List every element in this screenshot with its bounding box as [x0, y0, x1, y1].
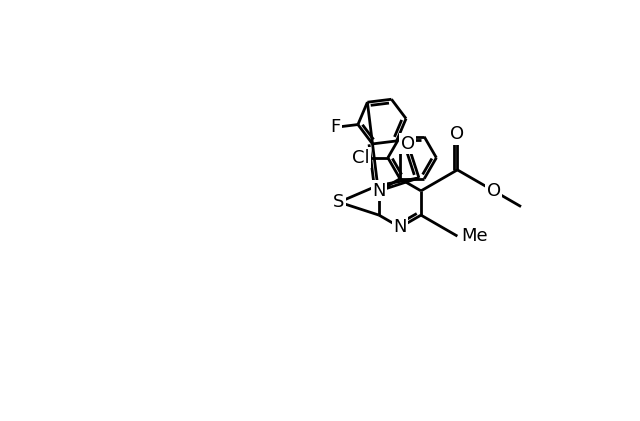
Text: F: F	[330, 118, 340, 136]
Text: N: N	[372, 182, 386, 200]
Text: S: S	[333, 193, 345, 211]
Text: O: O	[486, 182, 501, 200]
Text: O: O	[401, 135, 415, 153]
Text: O: O	[451, 125, 465, 143]
Text: Cl: Cl	[352, 149, 369, 167]
Text: N: N	[393, 218, 407, 236]
Text: Me: Me	[461, 227, 488, 245]
